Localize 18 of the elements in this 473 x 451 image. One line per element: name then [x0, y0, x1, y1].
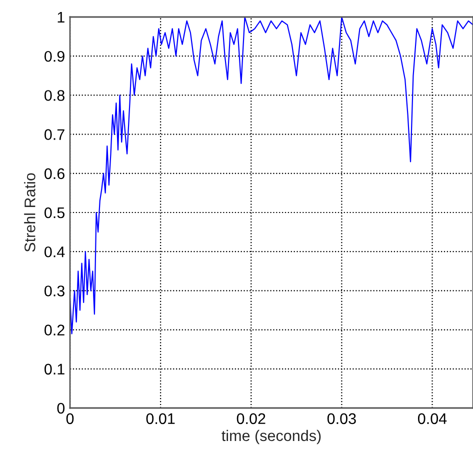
x-tick-label: 0.01	[146, 413, 175, 424]
y-tick-label: 0.6	[44, 168, 64, 180]
y-tick-label: 0.9	[44, 50, 64, 62]
y-tick-label: 0.7	[44, 129, 64, 140]
y-tick-label: 0.8	[44, 90, 64, 101]
x-axis-title: time (seconds)	[222, 430, 321, 444]
y-tick-label: 0.4	[44, 246, 65, 258]
y-tick-label: 0	[57, 402, 65, 414]
y-tick-label: 0.3	[44, 286, 64, 296]
y-axis-title: Strehl Ratio	[24, 173, 36, 252]
x-tick-label: 0	[66, 413, 74, 424]
x-tick-label: 0.04	[418, 413, 447, 424]
y-tick-label: 0.2	[44, 324, 64, 336]
y-tick-label: 1	[58, 12, 64, 23]
y-tick-label: 0.1	[44, 364, 64, 375]
y-tick-label: 0.5	[44, 207, 64, 218]
x-tick-label: 0.02	[236, 413, 266, 424]
x-tick-label: 0.03	[327, 413, 356, 424]
